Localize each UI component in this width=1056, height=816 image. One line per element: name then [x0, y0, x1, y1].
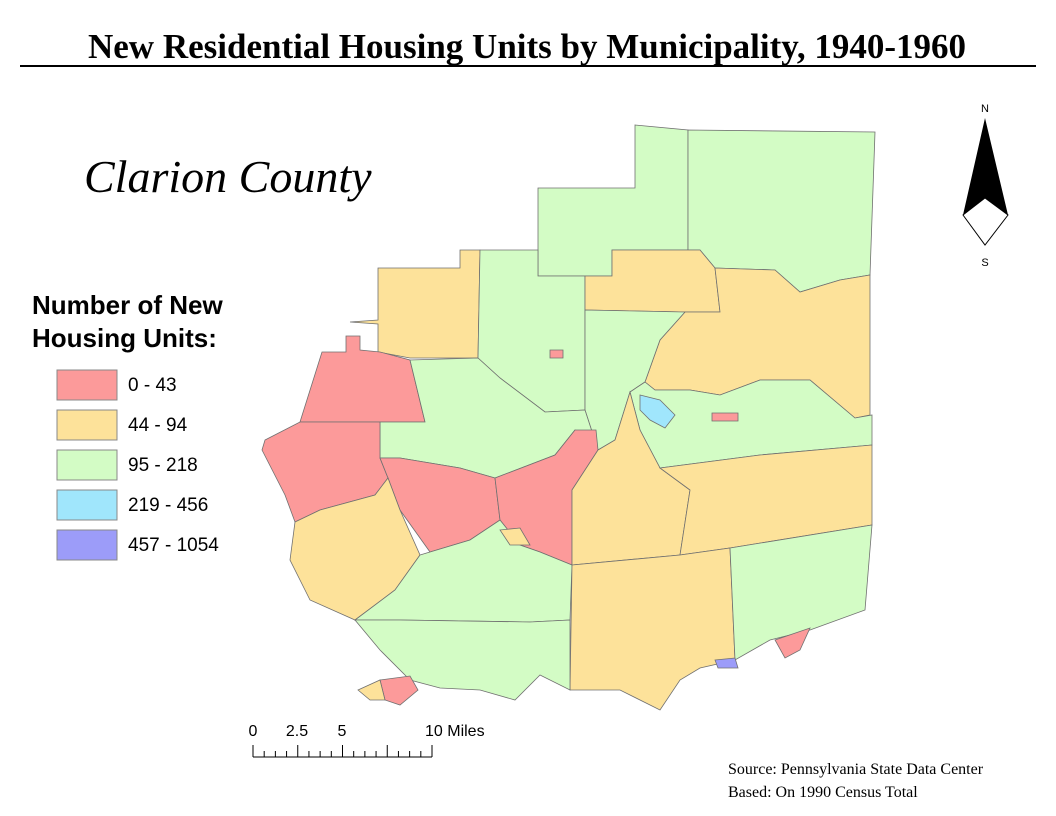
municipality: [774, 627, 811, 659]
municipality: [711, 412, 739, 422]
legend-swatch: [56, 409, 118, 441]
municipality: [379, 675, 419, 706]
legend-label: 457 - 1054: [128, 535, 219, 556]
scale-bar: 0 2.5 5 10 Miles: [249, 723, 485, 758]
county-map: [261, 124, 876, 711]
south-label: S: [981, 257, 988, 269]
legend-title: Housing Units:: [32, 323, 217, 353]
scale-label: 10 Miles: [425, 723, 485, 740]
north-label: N: [981, 103, 989, 115]
north-arrow: N S: [962, 103, 1009, 269]
municipality: [549, 349, 564, 359]
legend-label: 0 - 43: [128, 375, 177, 396]
map-title: Clarion County: [84, 151, 372, 202]
legend-title: Number of New: [32, 290, 223, 320]
arrow-north: [963, 118, 1008, 215]
municipality: [354, 619, 571, 701]
legend: Number of New Housing Units: 0 - 43 44 - …: [32, 290, 223, 561]
municipality: [357, 679, 386, 701]
municipality: [349, 249, 481, 359]
legend-swatch: [56, 529, 118, 561]
legend-swatch: [56, 369, 118, 401]
legend-swatch: [56, 449, 118, 481]
scale-label: 0: [249, 723, 258, 740]
municipality: [499, 527, 531, 546]
scale-label: 2.5: [286, 723, 308, 740]
municipality: [714, 657, 739, 669]
arrow-south: [962, 197, 1009, 246]
legend-label: 95 - 218: [128, 455, 198, 476]
scale-label: 5: [338, 723, 347, 740]
legend-label: 44 - 94: [128, 415, 188, 436]
legend-label: 219 - 456: [128, 495, 208, 516]
source-line: Based: On 1990 Census Total: [728, 784, 918, 801]
page-title: New Residential Housing Units by Municip…: [88, 27, 966, 66]
legend-swatch: [56, 489, 118, 521]
municipality: [569, 547, 736, 711]
municipality: [639, 394, 676, 429]
source-line: Source: Pennsylvania State Data Center: [728, 761, 984, 778]
